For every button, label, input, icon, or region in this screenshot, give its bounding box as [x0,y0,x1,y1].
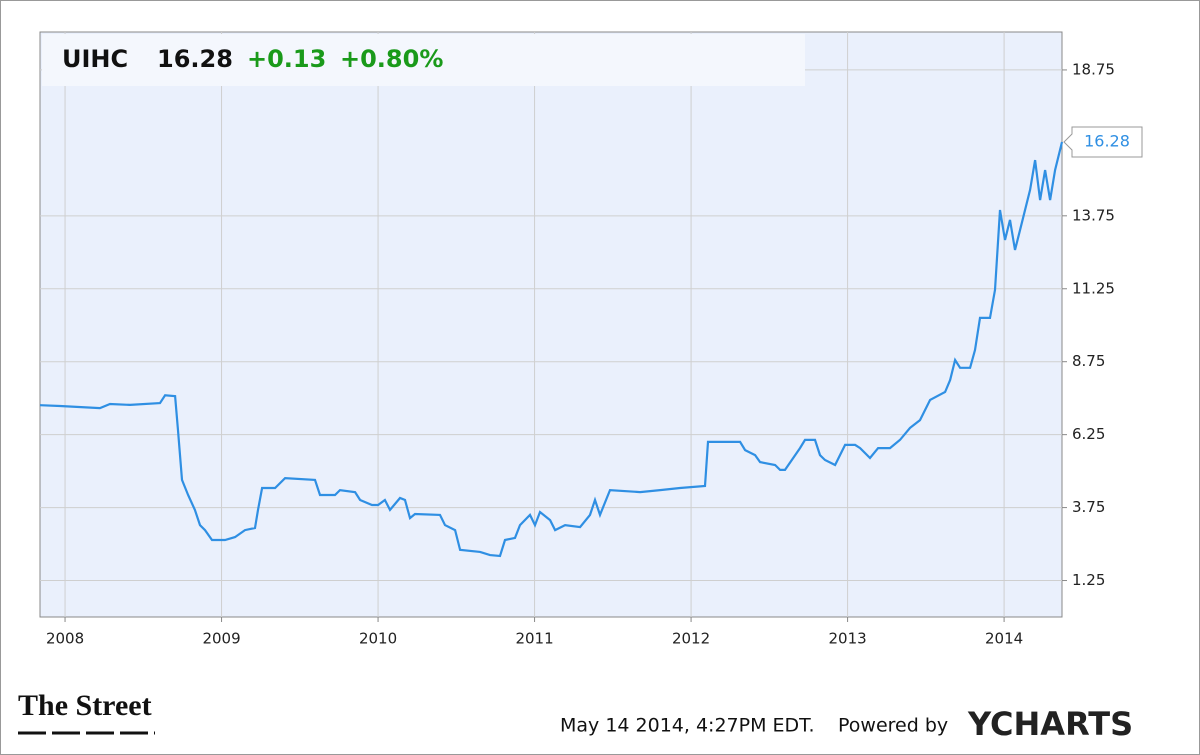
y-tick-label: 11.25 [1072,279,1115,297]
callout-box [1063,126,1143,158]
y-tick-label: 18.75 [1072,60,1115,78]
x-tick-label: 2013 [828,630,866,648]
x-tick-label: 2008 [46,630,84,648]
powered-by: Powered by [838,715,948,737]
header-box [42,34,805,86]
change-pct: +0.80% [340,45,443,73]
y-tick-label: 6.25 [1072,425,1105,443]
price-line [39,141,1064,558]
plot-area [39,31,1063,618]
y-tick-label: 13.75 [1072,206,1115,224]
last-value-label: 16.28 [1084,131,1130,150]
x-tick-label: 2012 [672,630,710,648]
timestamp: May 14 2014, 4:27PM EDT. [560,715,815,737]
x-tick-label: 2011 [515,630,553,648]
y-tick-label: 3.75 [1072,498,1105,516]
price: 16.28 [157,45,233,73]
y-tick-label: 8.75 [1072,352,1105,370]
ticker: UIHC [62,45,128,73]
last-value-callout: 16.28 [1063,126,1143,158]
x-tick-label: 2014 [985,630,1023,648]
source-logo: The Street [18,689,152,722]
change: +0.13 [247,45,326,73]
y-tick-label: 1.25 [1072,571,1105,589]
x-tick-label: 2009 [202,630,240,648]
x-tick-label: 2010 [359,630,397,648]
brand: YCHARTS [967,705,1133,743]
